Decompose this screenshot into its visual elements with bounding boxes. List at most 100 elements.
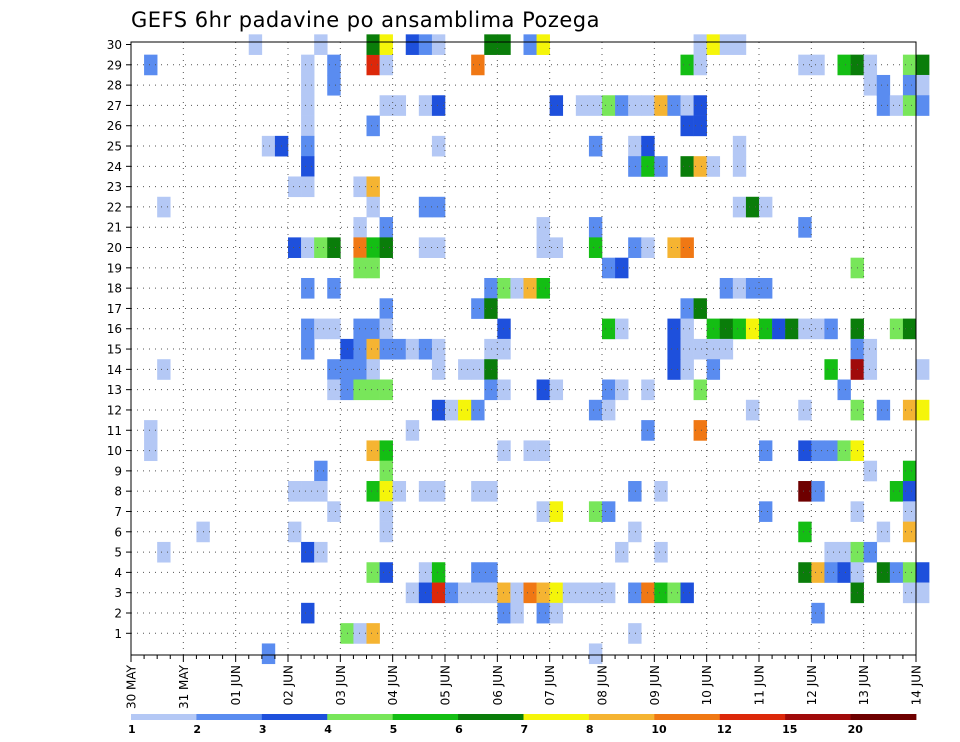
data-cell <box>902 562 917 583</box>
data-cell <box>732 34 747 55</box>
data-cell <box>902 95 917 116</box>
data-cell <box>772 318 786 340</box>
data-cell <box>588 95 603 116</box>
data-cell <box>392 338 407 360</box>
data-cell <box>549 582 564 604</box>
data-cell <box>916 54 930 76</box>
y-tick-label: 3 <box>114 586 122 600</box>
data-cell <box>759 501 773 522</box>
data-cell <box>654 582 668 604</box>
data-cell <box>327 74 341 96</box>
data-cell <box>889 95 904 116</box>
data-cell <box>693 95 707 116</box>
data-cell <box>445 582 459 604</box>
data-cell <box>811 481 825 502</box>
data-cell <box>536 217 550 238</box>
data-cell <box>497 338 511 360</box>
data-cell <box>863 541 878 563</box>
data-cell <box>288 521 302 543</box>
data-cell <box>523 34 537 55</box>
data-cell <box>628 623 642 644</box>
data-cell <box>628 95 642 116</box>
data-cell <box>693 156 707 177</box>
colorbar-swatch <box>850 714 917 720</box>
data-cell <box>798 54 812 76</box>
grid-layer <box>131 42 916 655</box>
x-tick-label: 04 JUN <box>386 665 400 705</box>
y-tick-label: 15 <box>107 343 122 357</box>
data-cell <box>405 338 420 360</box>
data-cell <box>536 379 550 401</box>
data-cell <box>615 257 629 279</box>
y-axis: 1234567891011121314151617181920212223242… <box>107 38 131 641</box>
data-cell <box>719 34 734 55</box>
data-cell <box>405 420 420 441</box>
data-cell <box>693 115 707 137</box>
data-cell <box>680 359 694 380</box>
colorbar-swatch <box>523 714 590 720</box>
colorbar-swatch <box>458 714 524 720</box>
data-cell <box>680 95 694 116</box>
data-cell <box>144 440 158 462</box>
data-cell <box>588 135 603 157</box>
colorbar-swatch <box>131 714 197 720</box>
data-cell <box>301 115 315 137</box>
data-cell <box>628 582 642 604</box>
data-cell <box>379 501 393 522</box>
data-cell <box>615 318 629 340</box>
data-cell <box>301 602 315 624</box>
data-cell <box>366 34 380 55</box>
data-cell <box>314 541 328 563</box>
x-tick-label: 11 JUN <box>753 665 767 705</box>
data-cell <box>889 562 904 583</box>
data-cell <box>693 298 707 319</box>
data-cell <box>523 440 537 462</box>
data-cell <box>379 298 393 319</box>
colorbar-label: 4 <box>324 723 332 736</box>
x-tick-label: 10 JUN <box>700 665 714 705</box>
data-cell <box>484 298 498 319</box>
colorbar-swatch <box>654 714 721 720</box>
data-cell <box>575 582 590 604</box>
data-cell <box>366 481 380 502</box>
data-cell <box>811 440 825 462</box>
data-cell <box>889 481 904 502</box>
data-cell <box>549 379 564 401</box>
data-cell <box>902 481 917 502</box>
data-cell <box>353 623 367 644</box>
data-cell <box>379 481 393 502</box>
data-cell <box>680 156 694 177</box>
data-cell <box>588 501 603 522</box>
y-tick-label: 24 <box>107 160 122 174</box>
data-cell <box>157 359 171 380</box>
data-cell <box>680 115 694 137</box>
y-tick-label: 22 <box>107 200 122 214</box>
data-cell <box>497 582 511 604</box>
data-cell <box>510 582 524 604</box>
data-cell <box>379 379 393 401</box>
data-cell <box>628 237 642 258</box>
data-cell <box>693 54 707 76</box>
y-tick-label: 20 <box>107 241 122 255</box>
data-cell <box>536 602 550 624</box>
data-cell <box>510 602 524 624</box>
y-tick-label: 28 <box>107 79 122 93</box>
x-tick-label: 12 JUN <box>805 665 819 705</box>
data-cell <box>261 135 276 157</box>
data-cell <box>471 582 485 604</box>
x-tick-label: 30 MAY <box>125 664 139 709</box>
colorbar-label: 5 <box>390 723 398 736</box>
y-tick-label: 4 <box>114 566 122 580</box>
data-cell <box>405 34 420 55</box>
colorbar-swatch <box>719 714 786 720</box>
data-cell <box>353 338 367 360</box>
data-cell <box>366 318 380 340</box>
data-cell <box>628 135 642 157</box>
data-cell <box>314 237 328 258</box>
data-cell <box>484 379 498 401</box>
data-cell <box>889 318 904 340</box>
data-cell <box>497 277 511 299</box>
data-cell <box>431 34 446 55</box>
colorbar-label: 15 <box>782 723 797 736</box>
data-cell <box>301 176 315 198</box>
